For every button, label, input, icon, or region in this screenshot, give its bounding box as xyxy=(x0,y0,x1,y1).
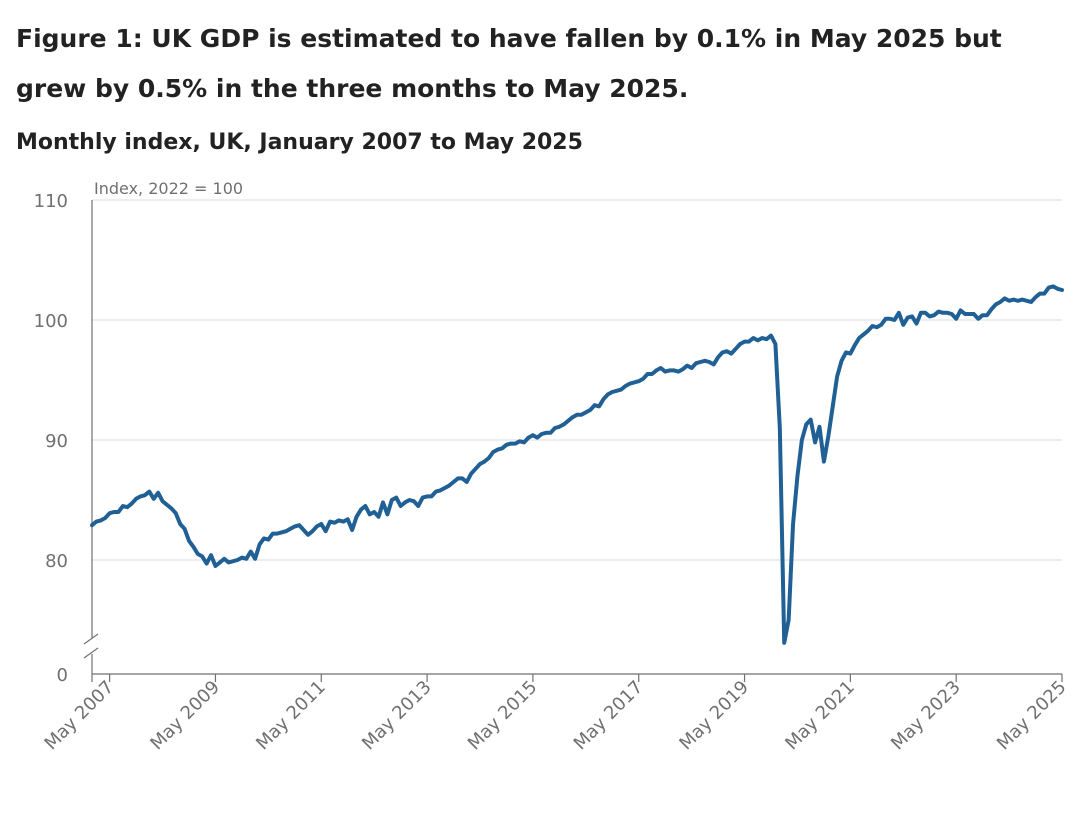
gdp-series-line-0 xyxy=(90,284,1064,645)
y-tick-label-0: 0 xyxy=(57,665,68,686)
y-tick-label-110: 110 xyxy=(34,191,68,212)
y-tick-label-80: 80 xyxy=(45,551,68,572)
gridlines xyxy=(92,199,1062,561)
y-tick-label-90: 90 xyxy=(45,431,68,452)
axes xyxy=(83,200,1063,682)
chart-subtitle: Monthly index, UK, January 2007 to May 2… xyxy=(16,130,583,155)
x-tick-label-7: May 2021 xyxy=(781,677,859,755)
x-tick-label-8: May 2023 xyxy=(887,677,965,755)
x-tick-label-9: May 2025 xyxy=(993,677,1071,755)
y-tick-label-100: 100 xyxy=(34,311,68,332)
chart-title: Figure 1: UK GDP is estimated to have fa… xyxy=(16,24,1002,103)
axis-break-mark-bottom xyxy=(83,647,99,659)
x-tick-label-2: May 2011 xyxy=(252,677,330,755)
tick-labels: 0 80 90 100 110 Index, 2022 = 100 May 2007 May … xyxy=(34,179,1071,754)
x-tick-label-0: May 2007 xyxy=(41,677,119,755)
x-tick-label-5: May 2017 xyxy=(570,677,648,755)
x-tick-label-1: May 2009 xyxy=(146,677,224,755)
series-layer xyxy=(90,284,1064,645)
x-tick-label-3: May 2013 xyxy=(358,677,436,755)
y-axis-unit-label: Index, 2022 = 100 xyxy=(94,179,243,198)
axis-break-mark-top xyxy=(83,633,99,645)
x-tick-label-4: May 2015 xyxy=(464,677,542,755)
x-tick-label-6: May 2019 xyxy=(675,677,753,755)
